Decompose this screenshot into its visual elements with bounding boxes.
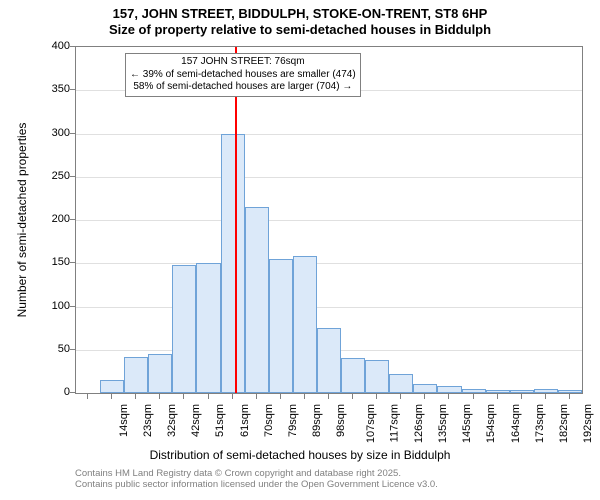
y-tick-label: 100 <box>10 300 70 312</box>
histogram-bar <box>148 354 172 393</box>
x-tick-label: 32sqm <box>166 404 178 437</box>
x-tick-label: 107sqm <box>365 404 377 443</box>
y-tick-mark <box>70 89 75 90</box>
annotation-line-2: 58% of semi-detached houses are larger (… <box>130 81 356 94</box>
x-tick-mark <box>521 394 522 399</box>
x-tick-mark <box>111 394 112 399</box>
x-tick-label: 117sqm <box>388 404 400 442</box>
histogram-bar <box>317 328 341 393</box>
histogram-bar <box>245 207 269 393</box>
histogram-bar <box>462 389 486 393</box>
annotation-box: 157 JOHN STREET: 76sqm← 39% of semi-deta… <box>125 53 361 97</box>
y-tick-mark <box>70 133 75 134</box>
x-tick-label: 79sqm <box>287 404 299 437</box>
chart-title: 157, JOHN STREET, BIDDULPH, STOKE-ON-TRE… <box>0 6 600 39</box>
histogram-bar <box>293 256 317 393</box>
x-tick-mark <box>352 394 353 399</box>
x-tick-mark <box>232 394 233 399</box>
x-tick-mark <box>280 394 281 399</box>
gridline <box>76 177 582 178</box>
x-tick-label: 192sqm <box>582 404 594 443</box>
x-tick-mark <box>424 394 425 399</box>
histogram-bar <box>365 360 389 393</box>
y-tick-label: 50 <box>10 343 70 355</box>
y-tick-label: 400 <box>10 40 70 52</box>
x-tick-label: 164sqm <box>510 404 522 443</box>
x-tick-mark <box>376 394 377 399</box>
x-tick-mark <box>569 394 570 399</box>
chart-container: { "title": { "line1": "157, JOHN STREET,… <box>0 0 600 500</box>
x-tick-mark <box>400 394 401 399</box>
y-tick-label: 250 <box>10 170 70 182</box>
gridline <box>76 263 582 264</box>
histogram-bar <box>534 389 558 393</box>
plot-area: 157 JOHN STREET: 76sqm← 39% of semi-deta… <box>75 46 583 394</box>
footer-attribution: Contains HM Land Registry data © Crown c… <box>75 468 438 491</box>
annotation-line-1: ← 39% of semi-detached houses are smalle… <box>130 69 356 82</box>
gridline <box>76 134 582 135</box>
x-tick-mark <box>183 394 184 399</box>
footer-line-2: Contains public sector information licen… <box>75 479 438 490</box>
x-tick-mark <box>448 394 449 399</box>
x-tick-label: 154sqm <box>486 404 498 443</box>
histogram-bar <box>341 358 365 393</box>
y-tick-mark <box>70 46 75 47</box>
gridline <box>76 307 582 308</box>
x-tick-mark <box>545 394 546 399</box>
x-tick-mark <box>208 394 209 399</box>
x-tick-mark <box>328 394 329 399</box>
x-tick-mark <box>473 394 474 399</box>
histogram-bar <box>510 390 534 393</box>
x-tick-mark <box>256 394 257 399</box>
x-tick-label: 126sqm <box>413 404 425 443</box>
x-tick-label: 23sqm <box>142 404 154 437</box>
x-tick-label: 135sqm <box>437 404 449 443</box>
x-tick-mark <box>135 394 136 399</box>
y-tick-label: 350 <box>10 83 70 95</box>
gridline <box>76 220 582 221</box>
histogram-bar <box>172 265 196 393</box>
x-tick-label: 98sqm <box>335 404 347 437</box>
y-tick-label: 150 <box>10 256 70 268</box>
y-tick-mark <box>70 349 75 350</box>
y-tick-mark <box>70 176 75 177</box>
x-tick-mark <box>497 394 498 399</box>
histogram-bar <box>389 374 413 393</box>
x-tick-label: 182sqm <box>558 404 570 443</box>
property-marker-line <box>235 47 237 393</box>
histogram-bar <box>100 380 124 393</box>
title-line-2: Size of property relative to semi-detach… <box>0 22 600 38</box>
histogram-bar <box>413 384 437 393</box>
x-tick-mark <box>87 394 88 399</box>
title-line-1: 157, JOHN STREET, BIDDULPH, STOKE-ON-TRE… <box>0 6 600 22</box>
x-tick-label: 145sqm <box>462 404 474 443</box>
y-tick-mark <box>70 392 75 393</box>
x-tick-label: 70sqm <box>263 404 275 437</box>
x-tick-label: 89sqm <box>311 404 323 437</box>
y-tick-label: 200 <box>10 213 70 225</box>
annotation-line-0: 157 JOHN STREET: 76sqm <box>130 56 356 69</box>
histogram-bar <box>558 390 582 393</box>
footer-line-1: Contains HM Land Registry data © Crown c… <box>75 468 438 479</box>
y-tick-label: 300 <box>10 127 70 139</box>
histogram-bar <box>437 386 461 393</box>
y-tick-mark <box>70 219 75 220</box>
histogram-bar <box>196 263 220 393</box>
x-tick-label: 61sqm <box>239 404 251 437</box>
y-tick-label: 0 <box>10 386 70 398</box>
histogram-bar <box>221 134 245 394</box>
histogram-bar <box>124 357 148 393</box>
y-tick-mark <box>70 262 75 263</box>
x-axis-label: Distribution of semi-detached houses by … <box>0 448 600 462</box>
x-tick-label: 173sqm <box>534 404 546 443</box>
x-tick-label: 51sqm <box>214 404 226 437</box>
histogram-bar <box>269 259 293 393</box>
x-tick-mark <box>304 394 305 399</box>
x-tick-label: 42sqm <box>190 404 202 437</box>
x-tick-mark <box>159 394 160 399</box>
histogram-bar <box>486 390 510 393</box>
y-tick-mark <box>70 306 75 307</box>
x-tick-label: 14sqm <box>118 404 130 437</box>
